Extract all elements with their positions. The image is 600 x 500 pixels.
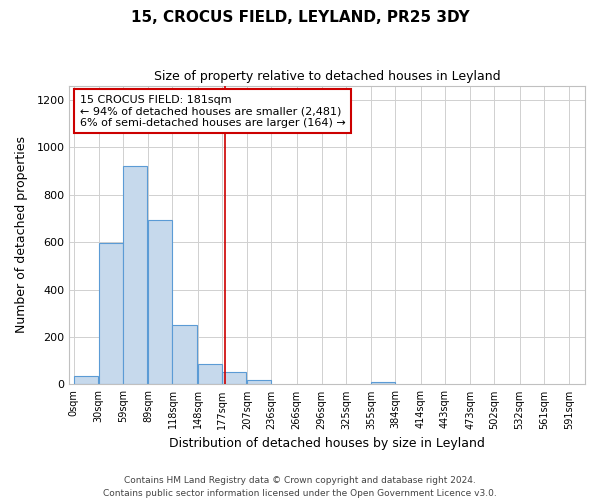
Bar	[371, 382, 395, 384]
Y-axis label: Number of detached properties: Number of detached properties	[15, 136, 28, 334]
Bar	[123, 166, 148, 384]
X-axis label: Distribution of detached houses by size in Leyland: Distribution of detached houses by size …	[169, 437, 485, 450]
Bar	[197, 364, 222, 384]
Bar	[98, 243, 123, 384]
Text: 15, CROCUS FIELD, LEYLAND, PR25 3DY: 15, CROCUS FIELD, LEYLAND, PR25 3DY	[131, 10, 469, 25]
Title: Size of property relative to detached houses in Leyland: Size of property relative to detached ho…	[154, 70, 500, 83]
Text: Contains HM Land Registry data © Crown copyright and database right 2024.
Contai: Contains HM Land Registry data © Crown c…	[103, 476, 497, 498]
Text: 15 CROCUS FIELD: 181sqm
← 94% of detached houses are smaller (2,481)
6% of semi-: 15 CROCUS FIELD: 181sqm ← 94% of detache…	[80, 94, 346, 128]
Bar	[247, 380, 271, 384]
Bar	[222, 372, 246, 384]
Bar	[172, 325, 197, 384]
Bar	[74, 376, 98, 384]
Bar	[148, 220, 172, 384]
